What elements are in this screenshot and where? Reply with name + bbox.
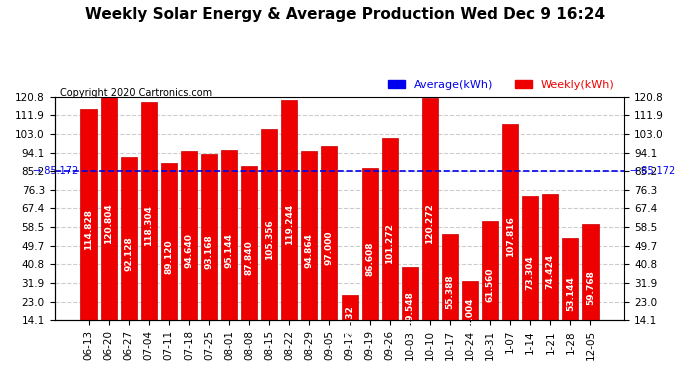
Bar xyxy=(81,109,97,350)
Bar xyxy=(542,194,558,350)
Bar xyxy=(322,147,337,350)
Bar xyxy=(101,97,117,350)
Text: 55.388: 55.388 xyxy=(446,274,455,309)
Bar xyxy=(221,150,237,350)
Bar xyxy=(422,98,438,350)
Text: 73.304: 73.304 xyxy=(526,255,535,290)
Bar xyxy=(462,280,478,350)
Bar xyxy=(362,168,377,350)
Bar xyxy=(382,138,397,350)
Text: 33.004: 33.004 xyxy=(466,298,475,332)
Text: 39.548: 39.548 xyxy=(405,291,414,326)
Bar xyxy=(161,163,177,350)
Bar xyxy=(181,152,197,350)
Text: 120.272: 120.272 xyxy=(425,203,434,244)
Bar xyxy=(342,296,357,350)
Text: 89.120: 89.120 xyxy=(164,239,173,274)
Bar xyxy=(582,225,598,350)
Text: 114.828: 114.828 xyxy=(84,209,93,250)
Text: 87.840: 87.840 xyxy=(245,240,254,275)
Text: 61.560: 61.560 xyxy=(486,268,495,303)
Text: 94.640: 94.640 xyxy=(184,233,193,268)
Text: 95.144: 95.144 xyxy=(224,232,234,267)
Text: 59.768: 59.768 xyxy=(586,270,595,304)
Text: Copyright 2020 Cartronics.com: Copyright 2020 Cartronics.com xyxy=(60,88,213,98)
Text: 25.932: 25.932 xyxy=(345,305,354,340)
Text: 119.244: 119.244 xyxy=(285,204,294,245)
Text: 120.804: 120.804 xyxy=(104,203,113,243)
Text: → 85.172: → 85.172 xyxy=(630,166,676,176)
Text: 105.356: 105.356 xyxy=(265,219,274,260)
Text: 94.864: 94.864 xyxy=(305,233,314,268)
Bar xyxy=(502,124,518,350)
Bar xyxy=(562,238,578,350)
Bar xyxy=(442,234,458,350)
Text: 93.168: 93.168 xyxy=(204,235,213,270)
Text: 97.000: 97.000 xyxy=(325,231,334,266)
Bar xyxy=(141,102,157,350)
Legend: Average(kWh), Weekly(kWh): Average(kWh), Weekly(kWh) xyxy=(384,75,619,94)
Bar xyxy=(121,157,137,350)
Bar xyxy=(522,196,538,350)
Bar xyxy=(241,166,257,350)
Text: 118.304: 118.304 xyxy=(144,206,153,246)
Text: 53.144: 53.144 xyxy=(566,277,575,312)
Text: 101.272: 101.272 xyxy=(385,223,394,264)
Bar xyxy=(302,151,317,350)
Text: 74.424: 74.424 xyxy=(546,254,555,289)
Bar xyxy=(262,129,277,350)
Bar xyxy=(201,154,217,350)
Bar xyxy=(282,100,297,350)
Text: 86.608: 86.608 xyxy=(365,242,374,276)
Text: 92.128: 92.128 xyxy=(124,236,133,270)
Text: Weekly Solar Energy & Average Production Wed Dec 9 16:24: Weekly Solar Energy & Average Production… xyxy=(85,8,605,22)
Bar xyxy=(402,267,418,350)
Text: 107.816: 107.816 xyxy=(506,216,515,257)
Bar xyxy=(482,221,498,350)
Text: → 85.172: → 85.172 xyxy=(33,166,79,176)
